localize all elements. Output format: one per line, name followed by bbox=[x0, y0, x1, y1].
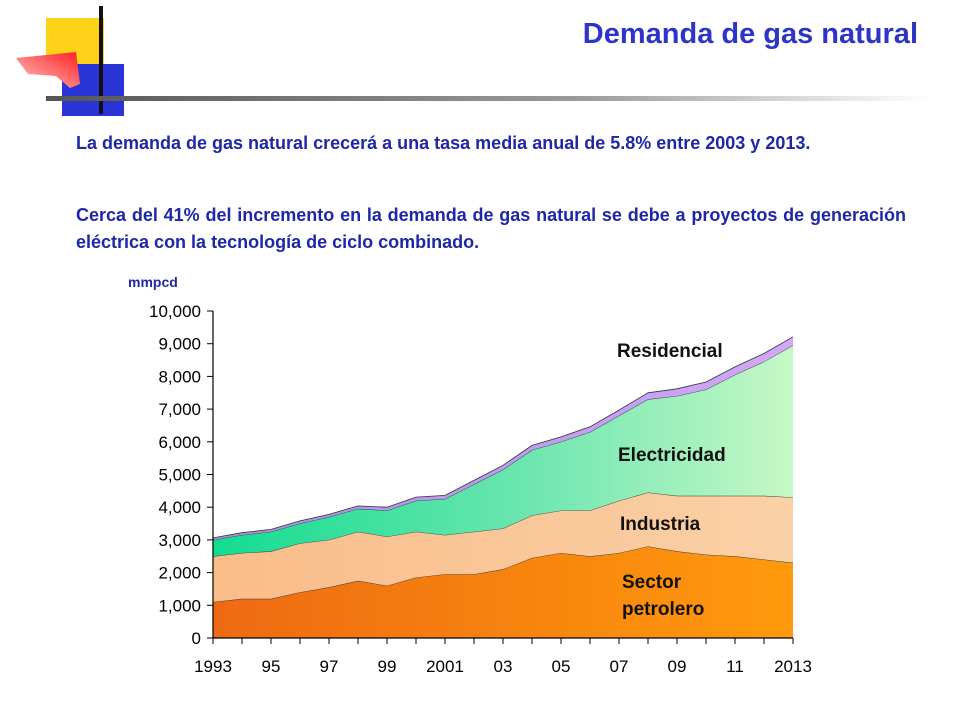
stacked-area-chart: 0 1,000 2,000 3,000 4,000 5,000 6,000 7,000 8,00… bbox=[149, 302, 812, 676]
series-label-industria: Industria bbox=[620, 514, 701, 535]
page-title: Demanda de gas natural bbox=[582, 18, 918, 50]
y-axis: 0 1,000 2,000 3,000 4,000 5,000 6,000 7,000 8,00… bbox=[149, 302, 214, 648]
y-tick-label: 5,000 bbox=[158, 466, 201, 485]
area-electricidad bbox=[213, 345, 793, 557]
area-sector-petrolero bbox=[213, 546, 793, 638]
y-tick-label: 4,000 bbox=[158, 498, 201, 517]
area-series-group bbox=[212, 336, 794, 638]
x-tick-label: 99 bbox=[378, 657, 397, 676]
series-label-sector-petrolero: Sector bbox=[622, 572, 682, 593]
x-tick-label: 2013 bbox=[774, 657, 812, 676]
logo-horizontal-line bbox=[46, 96, 930, 101]
x-axis: 1993 95 97 99 2001 03 05 07 09 11 2013 bbox=[194, 637, 812, 676]
y-tick-label: 9,000 bbox=[158, 335, 201, 354]
x-tick-label: 05 bbox=[552, 657, 571, 676]
y-tick-label: 10,000 bbox=[149, 302, 201, 321]
y-tick-label: 1,000 bbox=[158, 596, 201, 615]
y-tick-label: 0 bbox=[192, 629, 201, 648]
x-tick-label: 95 bbox=[262, 657, 281, 676]
y-tick-label: 3,000 bbox=[158, 531, 201, 550]
series-label-residencial: Residencial bbox=[617, 341, 723, 362]
x-tick-label: 03 bbox=[494, 657, 513, 676]
logo-vertical-line bbox=[99, 6, 103, 114]
decorative-logo bbox=[16, 6, 930, 116]
x-tick-label: 97 bbox=[320, 657, 339, 676]
x-tick-label: 11 bbox=[726, 657, 744, 676]
paragraph-growth-rate: La demanda de gas natural crecerá a una … bbox=[76, 133, 811, 153]
y-axis-unit-label: mmpcd bbox=[128, 274, 178, 290]
x-tick-label: 2001 bbox=[426, 657, 464, 676]
x-tick-label: 1993 bbox=[194, 657, 232, 676]
series-labels: Sector petrolero Industria Electricidad Resi… bbox=[617, 341, 726, 620]
x-tick-label: 09 bbox=[668, 657, 687, 676]
area-edge-residencial bbox=[212, 336, 794, 539]
y-tick-label: 8,000 bbox=[158, 367, 201, 386]
x-tick-label: 07 bbox=[610, 657, 629, 676]
series-label-sector-petrolero: petrolero bbox=[622, 599, 704, 620]
paragraph-electricity-share: Cerca del 41% del incremento en la deman… bbox=[76, 205, 906, 252]
area-industria bbox=[213, 492, 793, 602]
y-tick-label: 2,000 bbox=[158, 564, 201, 583]
y-tick-label: 7,000 bbox=[158, 400, 201, 419]
y-tick-label: 6,000 bbox=[158, 433, 201, 452]
series-label-electricidad: Electricidad bbox=[618, 445, 726, 466]
logo-red-shape bbox=[16, 52, 80, 88]
